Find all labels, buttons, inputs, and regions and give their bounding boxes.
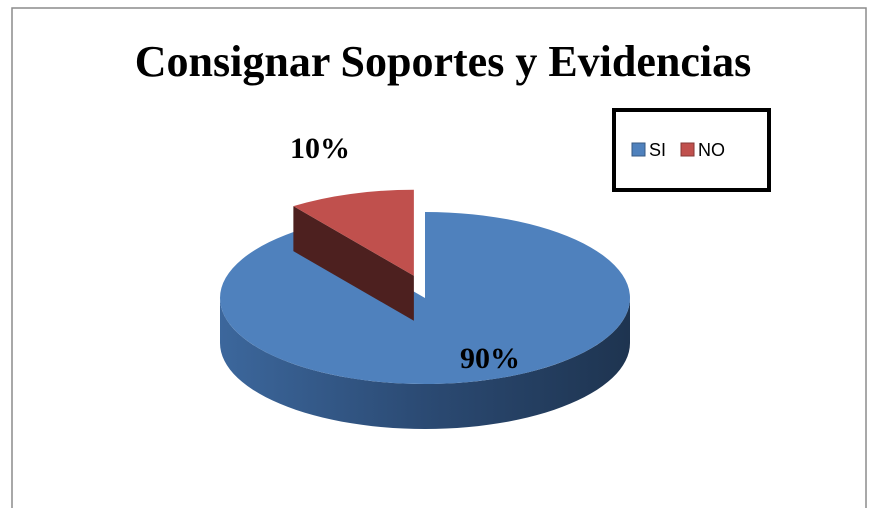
legend-label: SI — [649, 140, 666, 160]
pie-slice — [293, 189, 414, 276]
legend-swatch — [680, 142, 695, 157]
legend-swatch — [631, 142, 646, 157]
data-label: 90% — [460, 342, 520, 375]
slice-cut — [293, 206, 414, 321]
pie-slice — [220, 212, 631, 385]
legend-label: NO — [698, 140, 725, 160]
chart-title: Consignar Soportes y Evidencias — [135, 37, 752, 86]
slice-side — [220, 298, 630, 429]
data-label: 10% — [290, 132, 350, 165]
